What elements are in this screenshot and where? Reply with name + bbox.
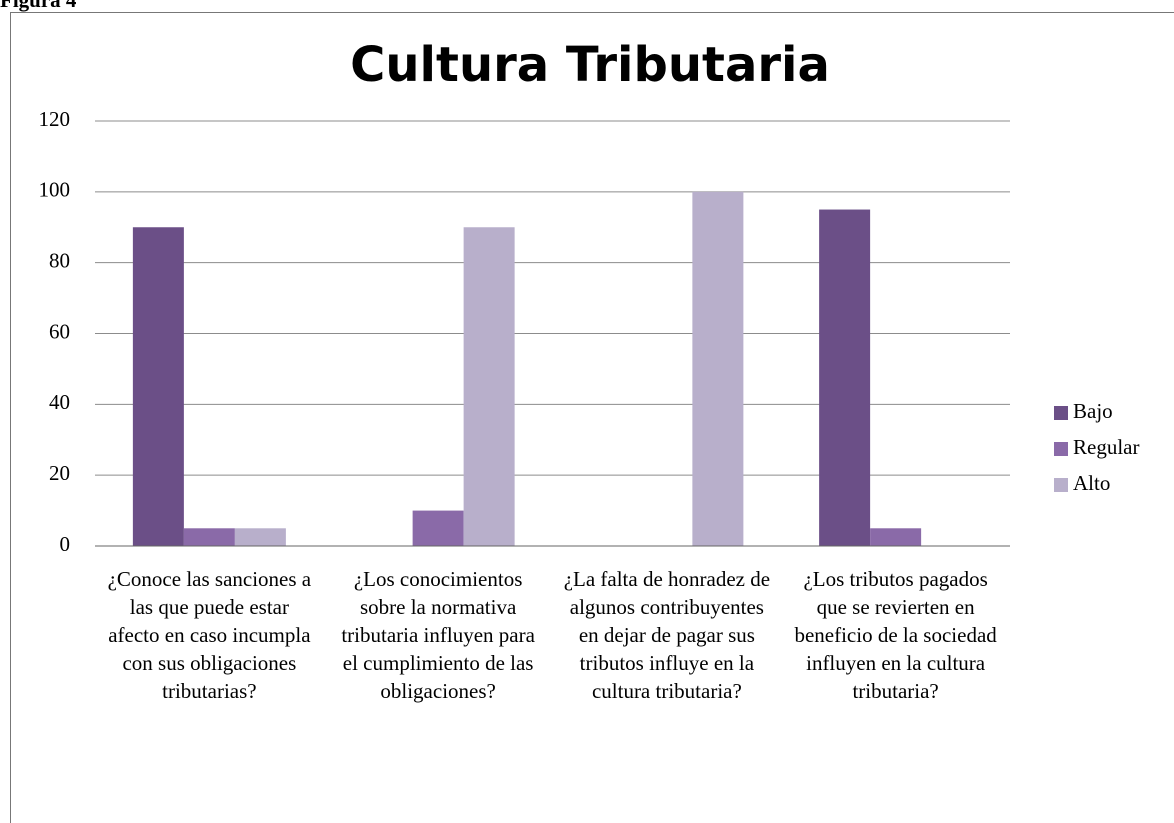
- figure-label: Figura 4: [0, 0, 77, 12]
- bar: [819, 209, 871, 546]
- bar: [183, 528, 235, 546]
- legend-label: Regular: [1073, 435, 1139, 459]
- legend-swatch: [1054, 442, 1068, 456]
- chart-title: Cultura Tributaria: [350, 37, 830, 93]
- bar: [870, 528, 922, 546]
- x-tick-label: ¿La falta de honradez de algunos contrib…: [563, 567, 771, 703]
- bar: [234, 528, 286, 546]
- legend-swatch: [1054, 478, 1068, 492]
- chart-border: [10, 12, 1174, 823]
- y-tick-label: 60: [49, 319, 70, 343]
- y-tick-label: 20: [49, 461, 70, 485]
- bar: [463, 227, 515, 546]
- y-tick-label: 80: [49, 248, 70, 272]
- bar: [412, 510, 464, 546]
- bar: [692, 191, 744, 547]
- bar: [132, 227, 184, 546]
- legend-label: Bajo: [1073, 399, 1113, 423]
- y-tick-label: 40: [49, 390, 70, 414]
- legend-label: Alto: [1073, 471, 1110, 495]
- y-tick-label: 100: [39, 178, 71, 202]
- x-tick-label: ¿Los tributos pagados que se revierten e…: [794, 567, 997, 703]
- x-tick-label: ¿Conoce las sanciones a las que puede es…: [107, 567, 312, 703]
- legend-swatch: [1054, 406, 1068, 420]
- y-tick-label: 120: [39, 107, 71, 131]
- x-tick-label: ¿Los conocimientos sobre la normativa tr…: [341, 567, 535, 703]
- y-tick-label: 0: [60, 532, 71, 556]
